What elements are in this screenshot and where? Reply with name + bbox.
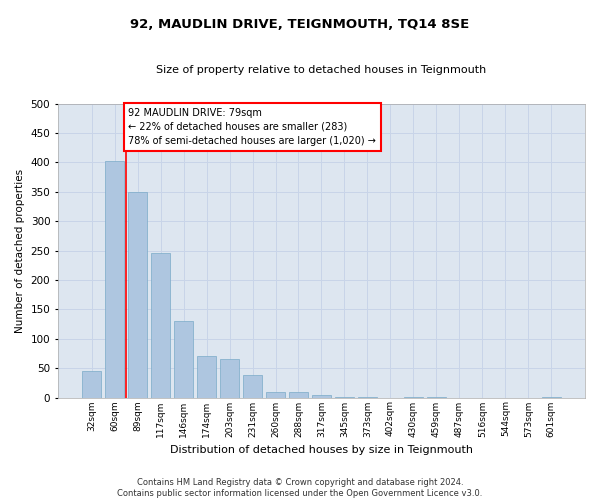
Bar <box>335 397 354 398</box>
Bar <box>427 397 446 398</box>
Bar <box>542 397 561 398</box>
Title: Size of property relative to detached houses in Teignmouth: Size of property relative to detached ho… <box>157 65 487 75</box>
Bar <box>197 356 217 398</box>
X-axis label: Distribution of detached houses by size in Teignmouth: Distribution of detached houses by size … <box>170 445 473 455</box>
Bar <box>82 371 101 398</box>
Bar <box>128 192 148 398</box>
Bar <box>174 321 193 398</box>
Text: 92, MAUDLIN DRIVE, TEIGNMOUTH, TQ14 8SE: 92, MAUDLIN DRIVE, TEIGNMOUTH, TQ14 8SE <box>130 18 470 30</box>
Bar <box>358 397 377 398</box>
Bar <box>404 397 423 398</box>
Bar <box>105 160 124 398</box>
Text: 92 MAUDLIN DRIVE: 79sqm
← 22% of detached houses are smaller (283)
78% of semi-d: 92 MAUDLIN DRIVE: 79sqm ← 22% of detache… <box>128 108 376 146</box>
Bar <box>243 375 262 398</box>
Bar <box>151 254 170 398</box>
Bar <box>312 394 331 398</box>
Bar <box>220 360 239 398</box>
Text: Contains HM Land Registry data © Crown copyright and database right 2024.
Contai: Contains HM Land Registry data © Crown c… <box>118 478 482 498</box>
Y-axis label: Number of detached properties: Number of detached properties <box>15 168 25 332</box>
Bar <box>289 392 308 398</box>
Bar <box>266 392 285 398</box>
